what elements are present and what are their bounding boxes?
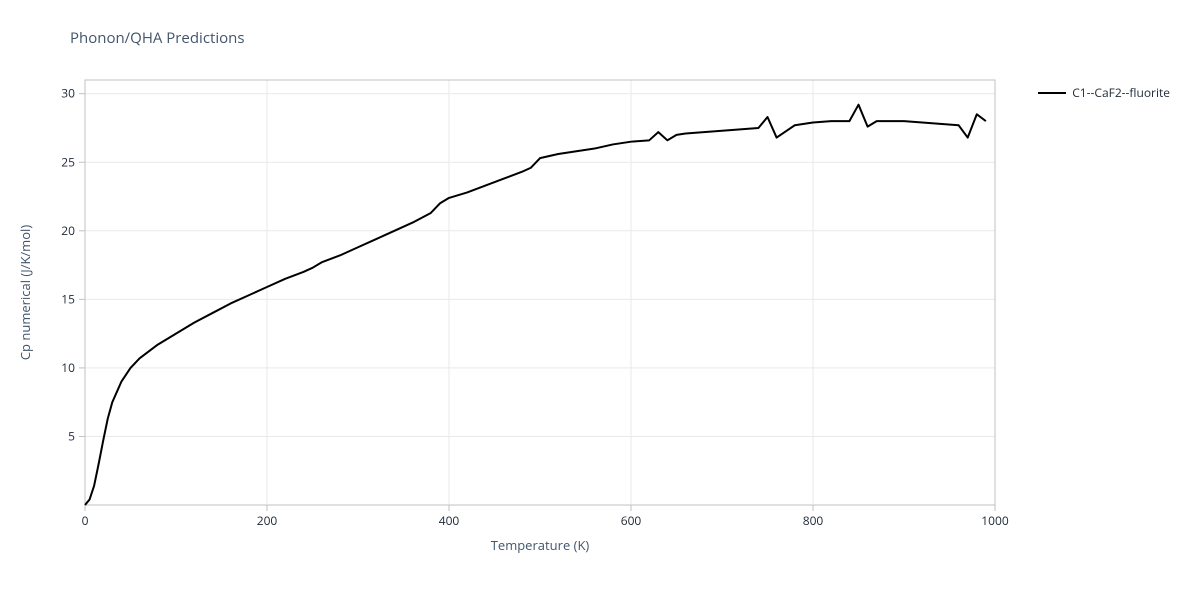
x-tick-label: 600: [621, 512, 642, 529]
y-axis-label: Cp numerical (J/K/mol): [16, 225, 34, 360]
y-tick-label: 20: [61, 222, 75, 239]
chart-legend: C1--CaF2--fluorite: [1038, 84, 1170, 101]
x-tick-label: 800: [803, 512, 824, 529]
y-tick-label: 10: [61, 359, 75, 376]
x-axis-label: Temperature (K): [491, 536, 590, 554]
x-tick-label: 200: [257, 512, 278, 529]
x-tick-label: 0: [82, 512, 89, 529]
plot-area: [85, 80, 995, 505]
x-tick-label: 400: [439, 512, 460, 529]
y-tick-label: 30: [61, 85, 75, 102]
x-tick-label: 1000: [981, 512, 1009, 529]
legend-label: C1--CaF2--fluorite: [1072, 84, 1170, 101]
legend-swatch-line: [1038, 92, 1066, 94]
y-tick-label: 25: [61, 153, 75, 170]
y-tick-label: 5: [68, 427, 75, 444]
line-chart: 0 200 400 600 800 1000 5 10 15 20 25 30 Temperature …: [0, 0, 1200, 600]
y-tick-label: 15: [61, 290, 75, 307]
